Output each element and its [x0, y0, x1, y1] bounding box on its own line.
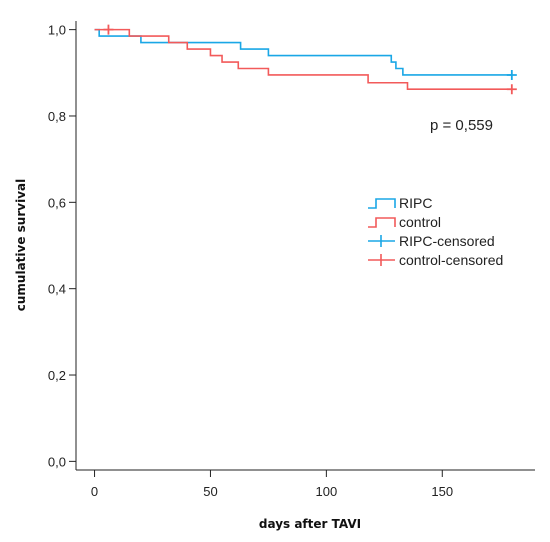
legend-swatch — [368, 217, 396, 228]
legend: RIPC control RIPC-censored control-censored — [368, 195, 503, 268]
legend-label: control-censored — [399, 252, 503, 268]
censor-mark-ripc — [506, 69, 517, 80]
series-line-control — [94, 28, 512, 91]
x-tick-label: 150 — [431, 484, 453, 499]
legend-label: control — [399, 214, 441, 230]
censor-mark-control — [506, 84, 517, 95]
legend-swatch — [368, 235, 395, 247]
plot-layer — [94, 24, 517, 95]
y-axis-title: cumulative survival — [14, 179, 28, 311]
series-line-ripc — [94, 28, 512, 76]
y-tick-label: 0,0 — [48, 454, 66, 469]
censor-mark-control — [103, 24, 114, 35]
x-tick-label: 100 — [316, 484, 338, 499]
y-tick-label: 1,0 — [48, 23, 66, 38]
legend-swatch — [368, 198, 396, 209]
y-tick-label: 0,6 — [48, 195, 66, 210]
legend-swatch — [368, 254, 395, 266]
y-tick-label: 0,2 — [48, 368, 66, 383]
axes-layer: 0,0 0,2 0,4 0,6 0,8 1,0 0 50 100 150 — [48, 21, 535, 499]
legend-label: RIPC — [399, 195, 432, 211]
y-tick-label: 0,8 — [48, 109, 66, 124]
x-tick-label: 0 — [91, 484, 98, 499]
legend-label: RIPC-censored — [399, 233, 495, 249]
x-axis-title: days after TAVI — [259, 517, 361, 531]
x-tick-label: 50 — [203, 484, 217, 499]
y-tick-label: 0,4 — [48, 282, 66, 297]
p-value-annotation: p = 0,559 — [430, 117, 493, 134]
